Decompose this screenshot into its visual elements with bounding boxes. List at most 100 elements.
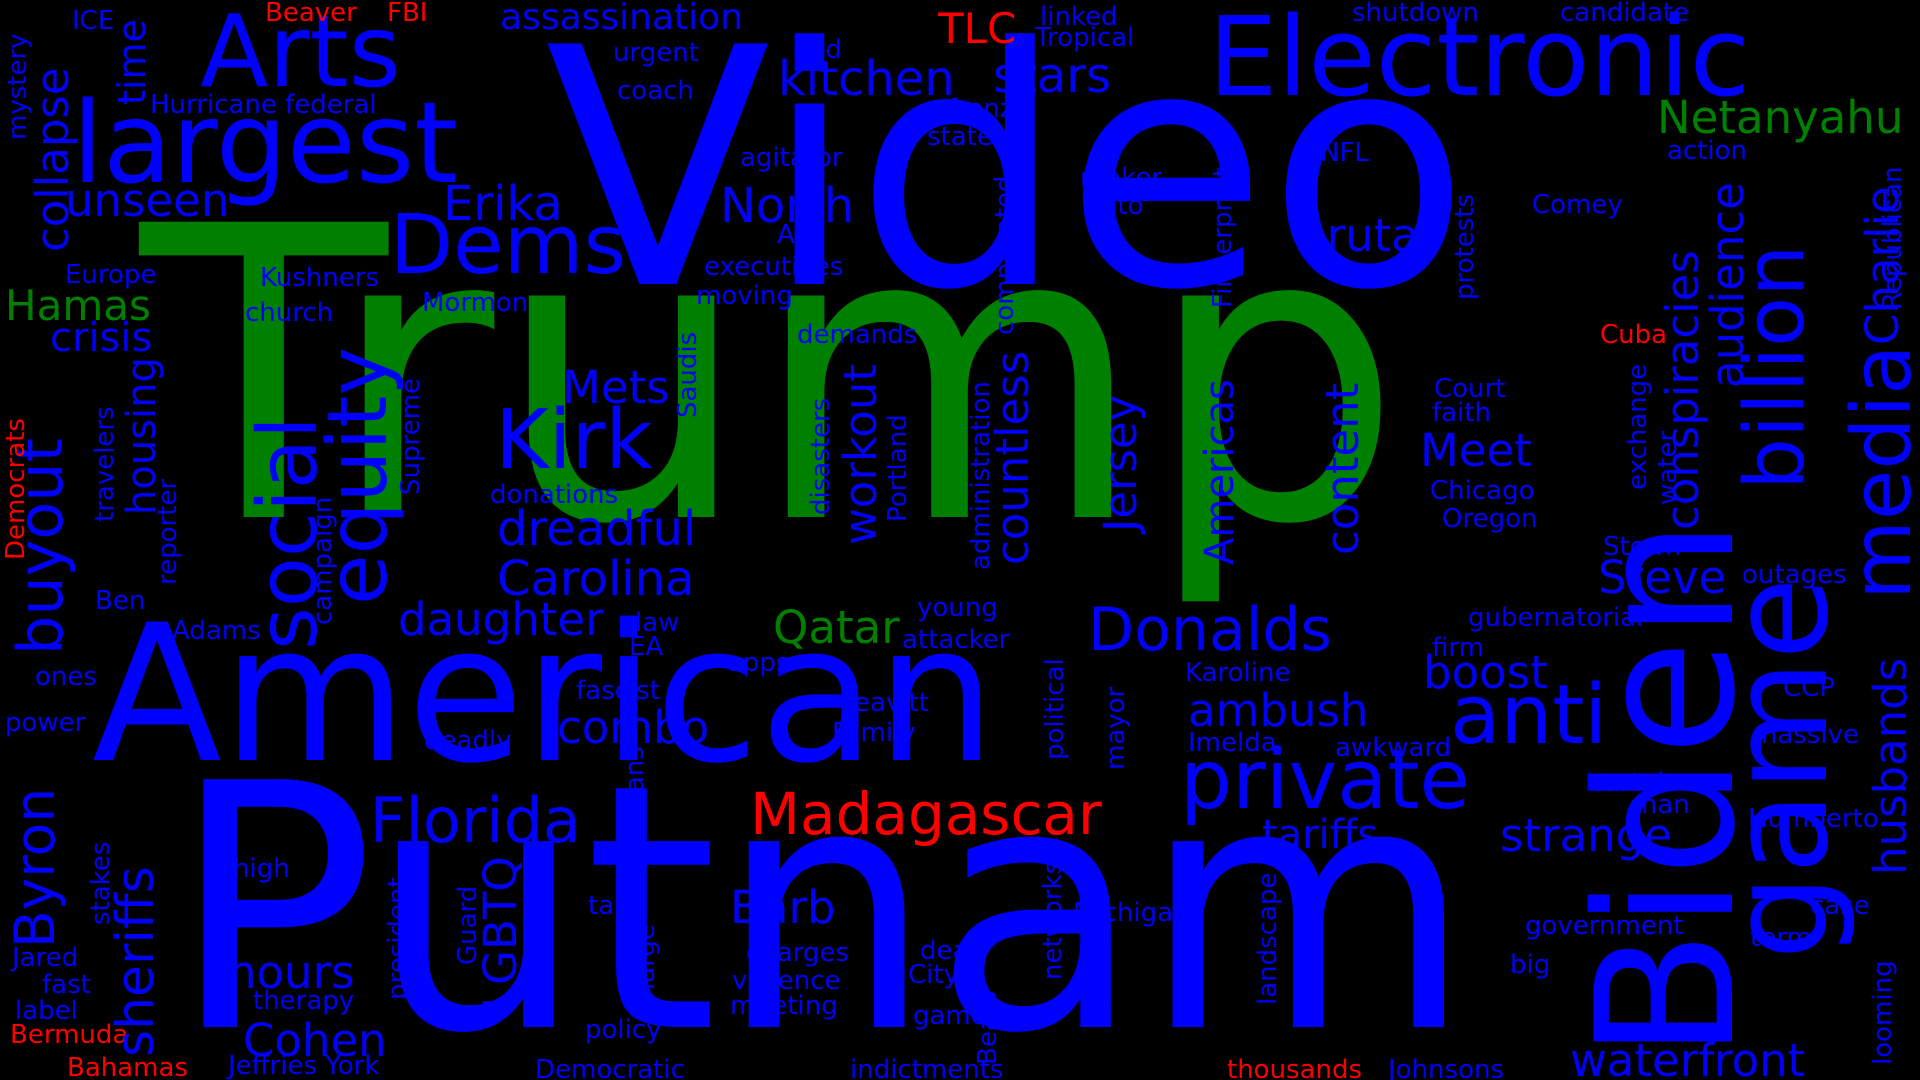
word-government: government (1525, 911, 1684, 941)
word-complicated: complicated (990, 175, 1020, 335)
word-tariffs: tariffs (1262, 812, 1379, 858)
word-putnam: Putnam (170, 712, 1473, 1080)
word-tropical: Tropical (1035, 23, 1135, 53)
word-michigan: Michigan (1073, 898, 1190, 928)
word-ea: EA (629, 632, 664, 662)
word-bermuda: Bermuda (10, 1020, 129, 1050)
word-sheriffs: sheriffs (106, 866, 166, 1057)
word-husbands: husbands (1864, 657, 1917, 875)
word-landscape: landscape (1253, 872, 1283, 1005)
word-content: content (1316, 382, 1369, 555)
word-protests: protests (1450, 193, 1480, 300)
word-portland: Portland (883, 414, 913, 522)
word-gubernatorial: gubernatorial (1468, 603, 1644, 633)
word-stars: stars (993, 48, 1111, 104)
word-storm: Storm (1603, 532, 1682, 562)
word-high: high (233, 854, 290, 884)
word-cartel: cartel (1590, 768, 1665, 798)
word-waterfront: waterfront (1570, 1034, 1806, 1080)
word-donalds: Donalds (1088, 595, 1332, 665)
word-stakes: stakes (86, 841, 116, 925)
word-exchange: exchange (1623, 363, 1653, 490)
word-case: case (1810, 891, 1870, 921)
word-candidate: candidate (1560, 0, 1690, 28)
word-erika: Erika (443, 176, 563, 232)
word-strange: strange (1500, 809, 1672, 862)
word-adams: Adams (172, 616, 261, 646)
word-big: big (1510, 950, 1551, 980)
word-netanyahu: Netanyahu (1657, 91, 1904, 144)
word-linked: linked (1040, 2, 1118, 32)
word-demands: demands (797, 320, 918, 350)
word-attacker: attacker (902, 625, 1010, 655)
word-church: church (245, 298, 334, 328)
word-lgbtq: LGBTQ (474, 856, 527, 1010)
word-audience: audience (1701, 182, 1754, 388)
word-ben: Ben (95, 586, 146, 616)
word-violence: violence (732, 966, 841, 996)
word-electronic: Electronic (1208, 0, 1751, 121)
word-florida: Florida (370, 784, 581, 857)
word-saudis: Saudis (673, 331, 703, 418)
word-ones: ones (35, 662, 97, 692)
word-apps: apps (727, 648, 790, 678)
word-auto: auto (1085, 191, 1144, 221)
word-combo: combo (557, 701, 710, 754)
word-campaign: campaign (308, 496, 338, 625)
word-supreme: Supreme (396, 378, 426, 495)
word-workout: workout (834, 364, 887, 545)
word-indictments: indictments (850, 1055, 1004, 1080)
word-europe: Europe (65, 260, 157, 290)
word-therapy: therapy (253, 986, 355, 1016)
word-comey: Comey (1532, 190, 1623, 220)
word-man: man (1632, 790, 1690, 820)
word-ai: AI (777, 220, 803, 250)
word-donations: donations (490, 480, 619, 510)
word-beaver: Beaver (265, 0, 357, 28)
word-anti: anti (1450, 668, 1608, 763)
word-thousands: thousands (1227, 1055, 1363, 1080)
word-states: states (927, 122, 1007, 152)
word-brutal: brutal (1298, 209, 1432, 262)
word-law: law (635, 608, 680, 638)
word-arts: Arts (200, 0, 401, 110)
word-charges: charges (746, 938, 849, 968)
word-reporter: reporter (153, 478, 183, 585)
word-ambush: ambush (1188, 684, 1369, 737)
word-largest: largest (72, 79, 459, 209)
word-kushners: Kushners (260, 263, 379, 293)
word-cohen: Cohen (243, 1014, 387, 1067)
word-executives: executives (704, 252, 844, 282)
word-video: Video (545, 0, 1470, 362)
word-large: large (631, 924, 661, 990)
word-coach: coach (617, 76, 694, 106)
word-madagascar: Madagascar (750, 780, 1102, 848)
word-deal: deal (920, 936, 976, 966)
word-awkward: awkward (1335, 733, 1452, 763)
word-outages: outages (1742, 560, 1847, 590)
word-cuba: Cuba (1600, 320, 1668, 350)
word-assassination: assassination (500, 0, 743, 38)
word-travelers: travelers (90, 406, 120, 522)
word-jersey: Jersey (1094, 394, 1147, 532)
word-tale: tale (588, 891, 638, 921)
word-karoline: Karoline (1185, 658, 1291, 688)
word-agitator: agitator (740, 143, 843, 173)
word-mormon: Mormon (422, 288, 529, 318)
word-unseen: unseen (65, 174, 230, 227)
word-collapse: collapse (26, 67, 79, 252)
word-president: president (383, 877, 413, 1000)
word-networks: networks (1038, 860, 1068, 980)
word-qatar: Qatar (773, 601, 900, 654)
word-republican: Republican (1878, 166, 1908, 310)
word-kirk: Kirk (495, 393, 653, 488)
word-johnsons: Johnsons (1388, 1055, 1505, 1080)
word-trump: Trump (140, 141, 1403, 613)
word-imelda: Imelda (1188, 728, 1277, 758)
word-fbi: FBI (387, 0, 428, 28)
word-massive: massive (1752, 720, 1859, 750)
word-faith: faith (1432, 398, 1491, 428)
word-bahamas: Bahamas (67, 1053, 188, 1080)
word-looming: looming (1868, 960, 1898, 1065)
